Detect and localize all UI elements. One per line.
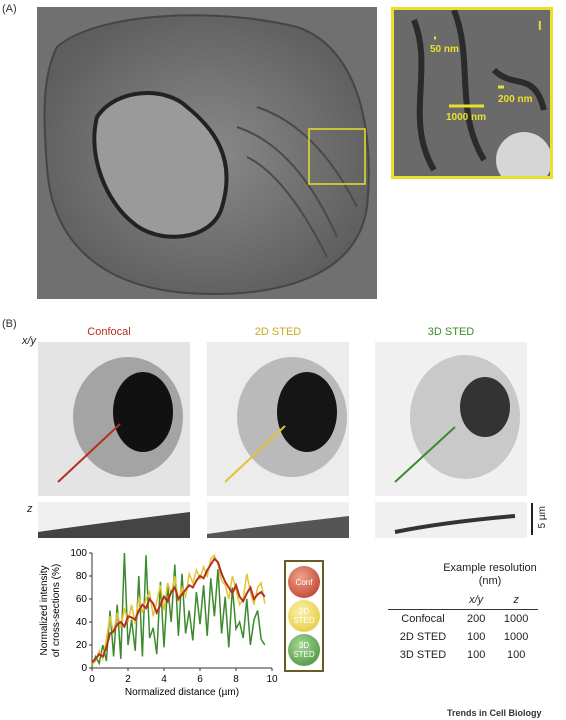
zstrip-confocal-graphic (38, 512, 190, 538)
inset-scale-50nm: 50 nm (430, 44, 459, 55)
x-axis-label: Normalized distance (µm) (125, 687, 239, 698)
micro-3d-sted-graphic (375, 342, 527, 496)
scale-bar-label: 5 µm (537, 506, 548, 529)
zstrip-3d-sted-graphic (394, 514, 516, 534)
legend-item-2d-sted: 2D STED (288, 600, 320, 632)
x-tick-label: 6 (197, 674, 203, 685)
inset-marker: I (538, 18, 542, 33)
table-header-row: x/y z (388, 591, 538, 610)
y-axis-label: Normalized intensityof cross-sections (%… (39, 564, 62, 657)
column-title-confocal: Confocal (87, 326, 131, 338)
y-tick-label: 40 (76, 617, 88, 628)
series-line-2d-sted (91, 553, 266, 666)
table-cell-z: 1000 (503, 631, 529, 643)
em-inset-image: 50 nm 200 nm 1000 nm I (391, 7, 553, 179)
legend-item-3d-sted: 3D STED (288, 634, 320, 666)
intensity-chart: 0 20 40 60 80 100 0 2 4 6 8 10 Normalized distance (… (39, 548, 278, 698)
table-row-label: 3D STED (399, 649, 447, 661)
y-tick-label: 100 (70, 548, 87, 559)
inset-scale-1000nm: 1000 nm (446, 112, 487, 123)
y-tick-label: 60 (76, 594, 88, 605)
series-line-3d-sted (91, 552, 266, 666)
column-title-3d-sted: 3D STED (427, 326, 475, 338)
zstrip-2d-sted (207, 502, 349, 538)
micro-3d-sted-xy (375, 342, 527, 496)
table-cell-z: 1000 (503, 613, 529, 625)
x-tick-label: 8 (233, 674, 239, 685)
em-cell-graphic (37, 7, 377, 299)
inset-scale-200nm: 200 nm (498, 94, 533, 105)
table-cell-xy: 200 (466, 613, 486, 625)
table-cell-xy: 100 (466, 649, 486, 661)
table-title: Example resolution (nm) (443, 562, 537, 587)
x-tick-label: 4 (161, 674, 167, 685)
y-tick-label: 20 (76, 640, 88, 651)
zstrip-confocal (38, 502, 190, 538)
journal-name: Trends in Cell Biology (447, 708, 542, 718)
x-tick-label: 10 (266, 674, 278, 685)
table-cell-z: 100 (506, 649, 526, 661)
row-label-z: z (27, 503, 33, 515)
micro-2d-sted-xy (207, 342, 349, 496)
x-tick-label: 0 (89, 674, 95, 685)
micro-2d-sted-graphic (207, 342, 349, 496)
legend-item-conf: Conf (288, 566, 320, 598)
table-row-label: 2D STED (399, 631, 447, 643)
chart-legend: Conf 2D STED 3D STED (284, 560, 324, 672)
em-cell-image (37, 7, 377, 299)
zstrip-3d-sted (375, 502, 527, 538)
resolution-table: x/y z Confocal 200 1000 2D STED 100 1000… (388, 591, 538, 664)
table-row: Confocal 200 1000 (388, 610, 538, 629)
table-header-xy: x/y (469, 594, 484, 606)
y-tick-label: 80 (76, 571, 88, 582)
zstrip-2d-sted-graphic (207, 516, 349, 538)
table-header-z: z (513, 594, 519, 606)
em-inset-graphic (394, 10, 550, 176)
x-tick-label: 2 (125, 674, 131, 685)
series-line-conf (91, 557, 266, 664)
panel-a-label: (A) (2, 3, 17, 15)
table-header-blank (388, 591, 458, 610)
scale-bar-line (531, 503, 533, 535)
table-row: 3D STED 100 100 (388, 646, 538, 664)
micro-confocal-graphic (38, 342, 190, 496)
table-cell-xy: 100 (466, 631, 486, 643)
micro-confocal-xy (38, 342, 190, 496)
table-row-label: Confocal (401, 613, 445, 625)
column-title-2d-sted: 2D STED (254, 326, 302, 338)
row-label-xy: x/y (22, 335, 37, 347)
panel-b-label: (B) (2, 318, 17, 330)
table-row: 2D STED 100 1000 (388, 628, 538, 646)
y-tick-label: 0 (81, 663, 87, 674)
